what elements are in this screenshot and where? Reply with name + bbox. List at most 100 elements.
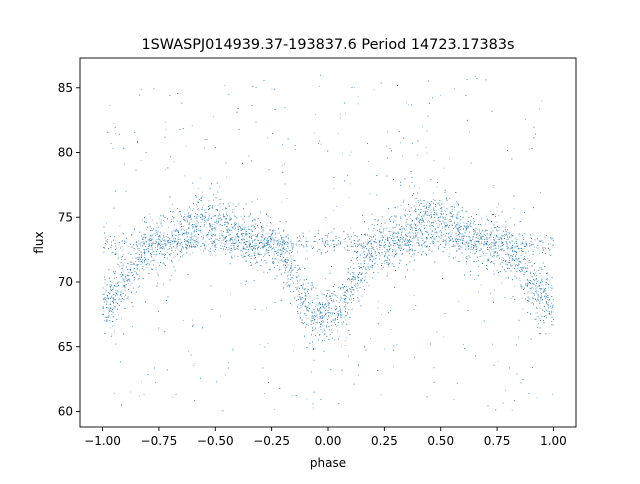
data-point — [177, 236, 179, 238]
data-point — [244, 243, 246, 245]
data-point — [536, 292, 537, 294]
data-point — [489, 222, 491, 224]
data-point — [430, 212, 432, 213]
data-point — [413, 309, 415, 311]
data-point — [175, 248, 177, 249]
data-point — [438, 202, 440, 203]
data-point — [342, 284, 344, 286]
data-point — [507, 234, 508, 236]
data-point — [498, 215, 500, 217]
data-point — [537, 291, 539, 292]
data-point — [504, 390, 506, 391]
data-point — [379, 245, 381, 246]
data-point — [353, 300, 355, 301]
data-point — [549, 279, 551, 281]
data-point — [106, 320, 108, 322]
data-point — [227, 221, 228, 223]
data-point — [187, 217, 189, 218]
data-point — [233, 228, 235, 230]
data-point — [143, 244, 145, 246]
data-point — [123, 280, 125, 281]
data-point — [357, 103, 359, 105]
data-point — [282, 241, 283, 242]
data-point — [452, 208, 453, 210]
data-point — [349, 279, 351, 281]
data-point — [321, 325, 323, 327]
data-point — [406, 251, 408, 252]
data-point — [128, 279, 130, 280]
data-point — [439, 224, 440, 226]
data-point — [115, 290, 117, 291]
data-point — [449, 232, 451, 233]
data-point — [111, 314, 113, 315]
data-point — [241, 224, 243, 226]
data-point — [155, 269, 157, 271]
data-point — [429, 221, 431, 223]
data-point — [433, 160, 435, 161]
data-point — [344, 295, 346, 296]
data-point — [331, 332, 333, 333]
data-point — [537, 247, 539, 249]
data-point — [350, 266, 351, 268]
data-point — [190, 214, 192, 215]
data-point — [235, 221, 237, 223]
data-point — [310, 321, 312, 323]
data-point — [305, 306, 307, 308]
data-point — [127, 280, 129, 281]
data-point — [113, 123, 115, 124]
data-point — [533, 273, 535, 275]
data-point — [519, 277, 520, 279]
data-point — [329, 316, 331, 318]
data-points — [102, 74, 554, 412]
data-point — [369, 260, 370, 261]
data-point — [331, 316, 333, 318]
data-point — [388, 249, 390, 251]
data-point — [264, 241, 266, 243]
data-point — [273, 251, 275, 252]
data-point — [428, 232, 430, 234]
data-point — [416, 242, 417, 244]
data-point — [431, 231, 433, 233]
data-point — [315, 316, 317, 318]
data-point — [265, 232, 267, 234]
data-point — [434, 245, 436, 247]
data-point — [145, 228, 147, 230]
data-point — [487, 261, 489, 263]
data-point — [370, 254, 372, 255]
data-point — [390, 244, 392, 246]
data-point — [460, 229, 461, 230]
data-point — [417, 154, 418, 156]
data-point — [530, 271, 531, 273]
data-point — [322, 297, 324, 299]
data-point — [238, 231, 239, 233]
data-point — [493, 289, 495, 291]
data-point — [117, 263, 118, 265]
data-point — [373, 228, 375, 229]
data-point — [525, 263, 527, 264]
data-point — [228, 247, 230, 248]
data-point — [241, 233, 242, 234]
data-point — [213, 224, 215, 225]
data-point — [278, 261, 279, 263]
data-point — [173, 161, 175, 163]
data-point — [179, 213, 181, 215]
data-point — [163, 284, 164, 285]
data-point — [437, 227, 439, 229]
data-point — [374, 242, 376, 243]
data-point — [210, 232, 212, 234]
data-point — [528, 250, 529, 252]
data-point — [426, 245, 427, 247]
data-point — [203, 204, 205, 206]
data-point — [425, 241, 427, 243]
data-point — [527, 258, 529, 259]
data-point — [490, 252, 492, 254]
data-point — [326, 298, 327, 300]
data-point — [128, 245, 130, 247]
data-point — [194, 217, 196, 219]
data-point — [233, 203, 235, 205]
data-point — [345, 340, 347, 342]
data-point — [543, 322, 545, 324]
data-point — [534, 297, 536, 299]
data-point — [461, 237, 463, 239]
